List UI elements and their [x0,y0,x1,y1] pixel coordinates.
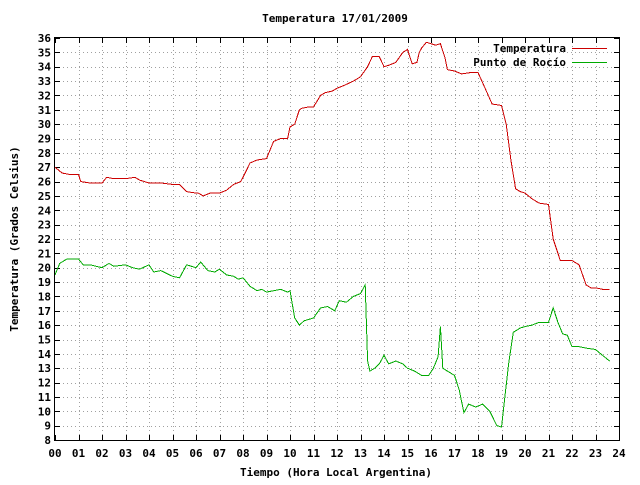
x-tick-label: 13 [354,447,367,460]
x-tick-label: 16 [424,447,438,460]
x-tick-label: 03 [119,447,132,460]
y-tick-label: 15 [38,334,51,347]
x-tick-label: 00 [48,447,61,460]
x-tick-label: 02 [95,447,108,460]
x-tick-label: 07 [213,447,226,460]
y-tick-label: 16 [38,319,52,332]
y-tick-label: 24 [38,204,52,217]
x-tick-label: 04 [142,447,156,460]
x-tick-label: 08 [236,447,249,460]
y-tick-label: 29 [38,133,51,146]
temperatura-series-line [54,41,610,290]
punto-de-rocio-series-line [54,258,610,428]
y-tick-label: 26 [38,176,52,189]
y-tick-label: 22 [38,233,51,246]
y-tick-label: 33 [38,75,51,88]
legend-label-temperatura: Temperatura [493,42,566,55]
y-tick-label: 17 [38,305,51,318]
y-tick-label: 14 [38,348,52,361]
y-tick-label: 27 [38,161,51,174]
x-tick-label: 18 [471,447,484,460]
legend-label-punto-de-rocio: Punto de Rocío [473,56,566,69]
chart-title: Temperatura 17/01/2009 [262,12,408,25]
y-tick-label: 25 [38,190,51,203]
x-tick-label: 19 [495,447,508,460]
x-tick-label: 12 [330,447,343,460]
plot-frame [54,37,620,441]
x-tick-label: 20 [518,447,531,460]
y-tick-label: 21 [38,247,52,260]
y-tick-label: 10 [38,405,51,418]
x-tick-label: 17 [448,447,461,460]
x-tick-label: 15 [401,447,414,460]
grid [55,38,619,440]
x-tick-label: 09 [260,447,273,460]
x-tick-label: 06 [189,447,203,460]
x-tick-label: 24 [612,447,626,460]
y-tick-label: 13 [38,362,51,375]
y-tick-label: 12 [38,377,51,390]
x-tick-label: 22 [565,447,578,460]
x-tick-label: 14 [377,447,391,460]
x-tick-label: 10 [283,447,296,460]
x-axis-label: Tiempo (Hora Local Argentina) [240,466,432,479]
x-tick-label: 11 [307,447,321,460]
y-tick-label: 9 [44,420,51,433]
y-tick-label: 20 [38,262,51,275]
y-tick-label: 18 [38,290,51,303]
x-tick-label: 23 [589,447,602,460]
axis-ticks: 00 01 02 03 04 05 06 07 08 09 10 11 12 13 14 15 16 17 18 19… [38,32,626,460]
y-axis-label: Temperatura (Grados Celsius) [8,146,21,331]
y-tick-label: 31 [38,104,52,117]
x-tick-label: 05 [166,447,179,460]
y-tick-label: 30 [38,118,51,131]
series-lines [54,41,610,428]
y-tick-label: 36 [38,32,52,45]
y-tick-label: 8 [44,434,51,447]
y-tick-label: 28 [38,147,51,160]
x-tick-label: 21 [542,447,556,460]
y-tick-label: 11 [38,391,52,404]
y-tick-label: 32 [38,89,51,102]
y-tick-label: 19 [38,276,51,289]
y-tick-label: 34 [38,61,52,74]
y-tick-label: 23 [38,219,51,232]
x-tick-label: 01 [72,447,86,460]
y-tick-label: 35 [38,46,51,59]
